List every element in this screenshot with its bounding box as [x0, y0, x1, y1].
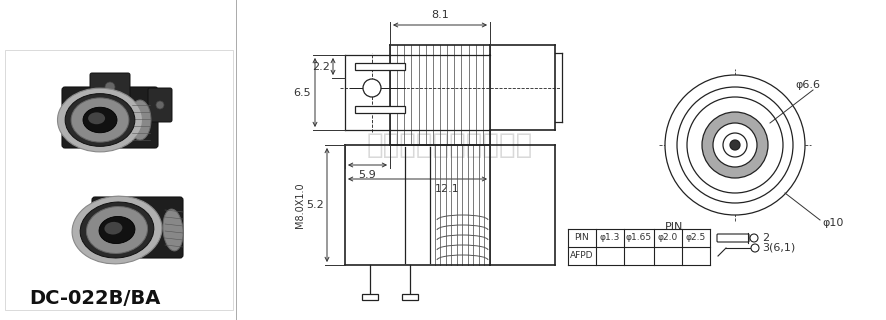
FancyBboxPatch shape: [92, 197, 183, 258]
Text: 5.9: 5.9: [358, 170, 376, 180]
Bar: [401, 294, 417, 300]
Text: 东清市石帆隆华电子厂: 东清市石帆隆华电子厂: [367, 131, 532, 159]
Text: φ1.65: φ1.65: [626, 234, 651, 243]
Ellipse shape: [163, 209, 183, 251]
Text: 8.1: 8.1: [431, 10, 448, 20]
Ellipse shape: [58, 88, 143, 152]
Text: φ2.0: φ2.0: [657, 234, 678, 243]
Ellipse shape: [105, 222, 122, 235]
Ellipse shape: [88, 112, 105, 124]
Text: AFPD: AFPD: [570, 252, 593, 260]
Circle shape: [105, 82, 115, 92]
Text: 3(6,1): 3(6,1): [761, 243, 795, 253]
Text: PIN: PIN: [664, 222, 682, 232]
Ellipse shape: [80, 202, 153, 258]
Text: 2.2: 2.2: [312, 61, 330, 71]
Text: 2: 2: [761, 233, 768, 243]
Ellipse shape: [83, 107, 117, 133]
Ellipse shape: [86, 206, 147, 253]
Ellipse shape: [65, 94, 135, 146]
Bar: [354, 106, 405, 113]
Circle shape: [729, 140, 739, 150]
FancyBboxPatch shape: [89, 73, 130, 99]
Ellipse shape: [72, 196, 162, 264]
Bar: [361, 294, 377, 300]
FancyBboxPatch shape: [148, 88, 172, 122]
FancyBboxPatch shape: [62, 87, 158, 148]
Circle shape: [676, 87, 792, 203]
Text: φ6.6: φ6.6: [794, 80, 819, 90]
Text: 5.2: 5.2: [306, 200, 323, 210]
Text: DC-022B/BA: DC-022B/BA: [29, 289, 160, 308]
Text: φ10: φ10: [821, 218, 843, 228]
Text: φ2.5: φ2.5: [685, 234, 705, 243]
Ellipse shape: [99, 216, 135, 244]
Text: 12.1: 12.1: [435, 184, 459, 194]
Text: M8.0X1.0: M8.0X1.0: [295, 182, 305, 228]
Circle shape: [701, 112, 767, 178]
Ellipse shape: [71, 98, 128, 142]
Text: φ1.3: φ1.3: [599, 234, 619, 243]
Circle shape: [664, 75, 804, 215]
Circle shape: [750, 244, 758, 252]
Circle shape: [156, 101, 164, 109]
FancyBboxPatch shape: [716, 234, 748, 242]
Circle shape: [722, 133, 746, 157]
Text: 6.5: 6.5: [293, 87, 311, 98]
Bar: [354, 63, 405, 70]
Circle shape: [362, 79, 381, 97]
Text: PIN: PIN: [574, 234, 588, 243]
Circle shape: [750, 234, 758, 242]
Circle shape: [712, 123, 756, 167]
Bar: [5, 50, 233, 310]
Circle shape: [687, 97, 782, 193]
Ellipse shape: [128, 100, 151, 140]
